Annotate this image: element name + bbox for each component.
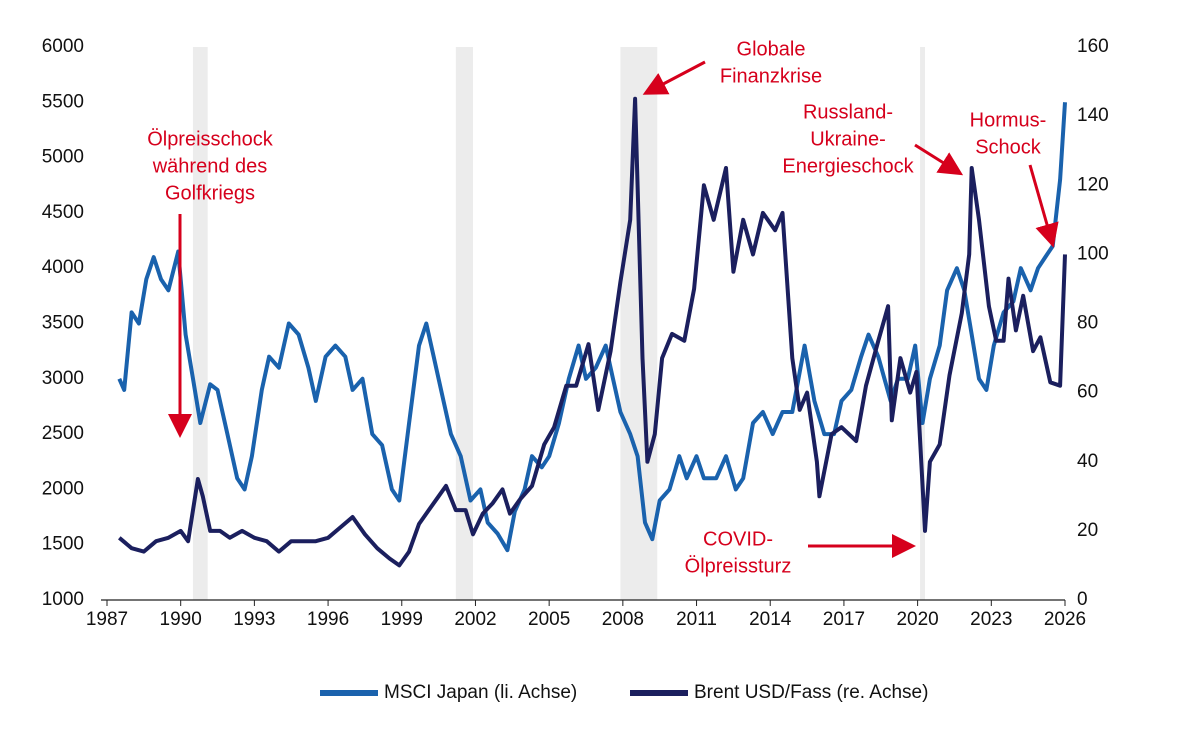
y2-tick-label: 0 bbox=[1077, 589, 1088, 610]
shaded-period bbox=[455, 47, 474, 600]
annotation: Russland- bbox=[803, 101, 893, 123]
series-line bbox=[118, 96, 1067, 568]
x-tick-label: 2008 bbox=[602, 609, 644, 630]
x-tick-label: 2017 bbox=[823, 609, 865, 630]
annotation-arrow bbox=[642, 60, 706, 95]
x-tick-label: 1999 bbox=[381, 609, 423, 630]
legend-label: MSCI Japan (li. Achse) bbox=[384, 682, 577, 703]
y2-tick-label: 40 bbox=[1077, 451, 1098, 472]
y-tick-label: 4500 bbox=[42, 202, 84, 223]
annotation: Finanzkrise bbox=[720, 65, 822, 87]
y2-tick-label: 100 bbox=[1077, 243, 1109, 264]
x-tick-label: 2026 bbox=[1044, 609, 1086, 630]
annotation: Ölpreissturz bbox=[685, 555, 792, 577]
y2-tick-label: 120 bbox=[1077, 174, 1109, 195]
x-tick-label: 1996 bbox=[307, 609, 349, 630]
y2-tick-label: 80 bbox=[1077, 313, 1098, 334]
y-tick-label: 3000 bbox=[42, 368, 84, 389]
shaded-period bbox=[920, 47, 925, 600]
shaded-period bbox=[620, 47, 658, 600]
x-tick-label: 2020 bbox=[896, 609, 938, 630]
y-tick-label: 5000 bbox=[42, 147, 84, 168]
y-tick-label: 5500 bbox=[42, 91, 84, 112]
annotation: Energieschock bbox=[782, 155, 914, 177]
annotation: während des bbox=[152, 155, 268, 177]
x-tick-label: 1993 bbox=[233, 609, 275, 630]
x-tick-label: 1990 bbox=[160, 609, 202, 630]
y-tick-label: 1500 bbox=[42, 534, 84, 555]
x-tick-label: 2011 bbox=[676, 609, 717, 630]
y-tick-label: 4000 bbox=[42, 257, 84, 278]
y-tick-label: 6000 bbox=[42, 36, 84, 57]
annotation: COVID- bbox=[703, 528, 773, 550]
annotation: Globale bbox=[737, 38, 806, 60]
y2-tick-label: 140 bbox=[1077, 105, 1109, 126]
y-tick-label: 3500 bbox=[42, 313, 84, 334]
annotation: Ölpreisschock bbox=[147, 128, 274, 150]
y-tick-label: 1000 bbox=[42, 589, 84, 610]
shaded-period bbox=[192, 47, 208, 600]
annotation: Golfkriegs bbox=[165, 182, 255, 204]
annotation-arrow bbox=[914, 143, 964, 176]
y2-tick-label: 160 bbox=[1077, 36, 1109, 57]
y-tick-label: 2000 bbox=[42, 478, 84, 499]
annotation: Ukraine- bbox=[810, 128, 886, 150]
y2-tick-label: 20 bbox=[1077, 520, 1098, 541]
x-tick-label: 2014 bbox=[749, 609, 792, 630]
annotation: Hormus- bbox=[970, 109, 1047, 131]
x-tick-label: 2023 bbox=[970, 609, 1012, 630]
x-tick-label: 2005 bbox=[528, 609, 570, 630]
x-tick-label: 1987 bbox=[86, 609, 128, 630]
annotation-arrow bbox=[1028, 164, 1059, 248]
y2-tick-label: 60 bbox=[1077, 382, 1098, 403]
y-tick-label: 2500 bbox=[42, 423, 84, 444]
legend-label: Brent USD/Fass (re. Achse) bbox=[694, 682, 928, 703]
x-tick-label: 2002 bbox=[454, 609, 496, 630]
annotation: Schock bbox=[975, 136, 1042, 158]
